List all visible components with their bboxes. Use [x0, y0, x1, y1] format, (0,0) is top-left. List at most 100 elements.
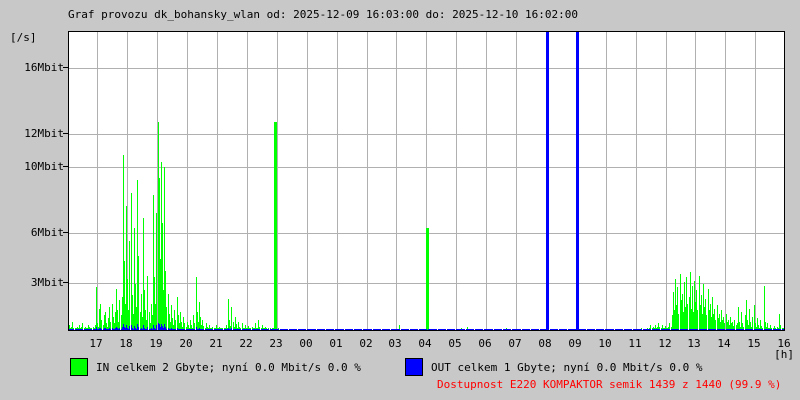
data-bar — [221, 329, 222, 330]
data-bar — [210, 327, 211, 330]
data-bar — [75, 329, 76, 330]
data-bar — [509, 329, 510, 330]
y-axis-tick-mark — [63, 67, 68, 69]
data-bar — [708, 288, 709, 330]
data-bar — [180, 328, 181, 330]
data-bar — [757, 318, 758, 330]
data-bar — [256, 329, 257, 330]
y-axis-tick-mark — [63, 232, 68, 234]
x-axis-tick-label: 01 — [329, 337, 343, 350]
data-bar — [516, 329, 517, 330]
data-bar — [106, 329, 107, 330]
x-axis-tick-label: 22 — [239, 337, 253, 350]
data-bar — [203, 325, 204, 330]
data-bar — [184, 329, 185, 330]
data-bar — [656, 327, 657, 330]
data-bar — [729, 329, 730, 330]
data-bar — [480, 329, 481, 330]
data-bar — [765, 321, 766, 330]
data-bar — [230, 325, 231, 330]
data-bar — [320, 329, 321, 330]
data-bar — [721, 310, 722, 330]
data-bar — [724, 329, 725, 330]
data-bar — [134, 227, 135, 330]
gridline-vertical — [456, 32, 457, 330]
data-bar — [105, 328, 106, 330]
data-bar — [206, 329, 207, 330]
data-bar — [659, 329, 660, 330]
x-axis-tick-label: 07 — [508, 337, 522, 350]
data-bar — [671, 326, 672, 330]
data-bar — [81, 326, 82, 330]
data-bar — [768, 329, 769, 330]
data-bar — [649, 329, 650, 330]
x-axis-tick-label: 14 — [717, 337, 731, 350]
data-bar — [146, 329, 147, 330]
data-bar — [90, 329, 91, 330]
data-bar — [706, 329, 707, 330]
data-bar — [440, 329, 441, 330]
data-bar — [173, 329, 174, 330]
data-bar — [405, 329, 406, 330]
data-bar — [255, 329, 256, 330]
data-bar — [668, 329, 669, 330]
data-bar — [242, 323, 243, 330]
data-bar — [677, 329, 678, 330]
data-bar — [782, 329, 783, 330]
data-bar — [692, 285, 693, 330]
data-bar — [224, 329, 225, 330]
data-bar — [732, 329, 733, 330]
data-bar — [328, 329, 329, 330]
data-bar — [88, 329, 89, 330]
data-bar — [162, 325, 163, 330]
data-bar — [652, 327, 653, 330]
data-bar — [600, 329, 601, 330]
data-bar — [777, 329, 778, 330]
plot-area[interactable] — [68, 31, 785, 331]
data-bar — [593, 329, 594, 330]
data-bar — [289, 329, 290, 330]
data-bar — [495, 329, 496, 330]
data-bar — [171, 328, 172, 330]
data-bar — [475, 329, 476, 330]
data-bar — [174, 328, 175, 330]
data-bar — [784, 326, 785, 330]
data-bar — [494, 329, 495, 330]
data-bar — [572, 329, 573, 330]
data-bar — [724, 323, 725, 330]
data-bar — [482, 329, 483, 330]
data-bar — [655, 325, 656, 330]
data-bar — [166, 328, 167, 330]
data-bar — [575, 329, 576, 330]
data-bar — [601, 329, 602, 330]
data-bar — [153, 325, 154, 330]
data-bar — [337, 329, 338, 330]
legend-entry-out[interactable]: OUT celkem 1 Gbyte; nyní 0.0 Mbit/s 0.0 … — [405, 358, 703, 376]
data-bar — [282, 329, 283, 330]
x-axis-tick-label: 08 — [538, 337, 552, 350]
data-bar — [347, 329, 348, 330]
data-bar — [212, 326, 213, 330]
data-bar — [158, 122, 159, 330]
data-bar — [187, 321, 188, 330]
data-bar — [696, 329, 697, 330]
data-bar — [387, 329, 388, 330]
data-bar — [145, 310, 146, 330]
gridline-vertical — [486, 32, 487, 330]
data-bar — [690, 272, 691, 330]
data-bar — [142, 329, 143, 330]
data-bar — [200, 329, 201, 330]
data-bar — [425, 329, 426, 330]
data-bar — [300, 329, 301, 330]
data-bar — [545, 329, 546, 330]
data-bar — [231, 328, 232, 330]
data-bar — [178, 329, 179, 330]
legend-entry-in[interactable]: IN celkem 2 Gbyte; nyní 0.0 Mbit/s 0.0 % — [70, 358, 361, 376]
data-bar — [399, 325, 400, 330]
data-bar — [699, 329, 700, 330]
x-axis-tick-label: 19 — [149, 337, 163, 350]
data-bar — [307, 329, 308, 330]
data-bar — [458, 329, 459, 330]
data-bar — [182, 326, 183, 330]
data-bar — [317, 329, 318, 330]
